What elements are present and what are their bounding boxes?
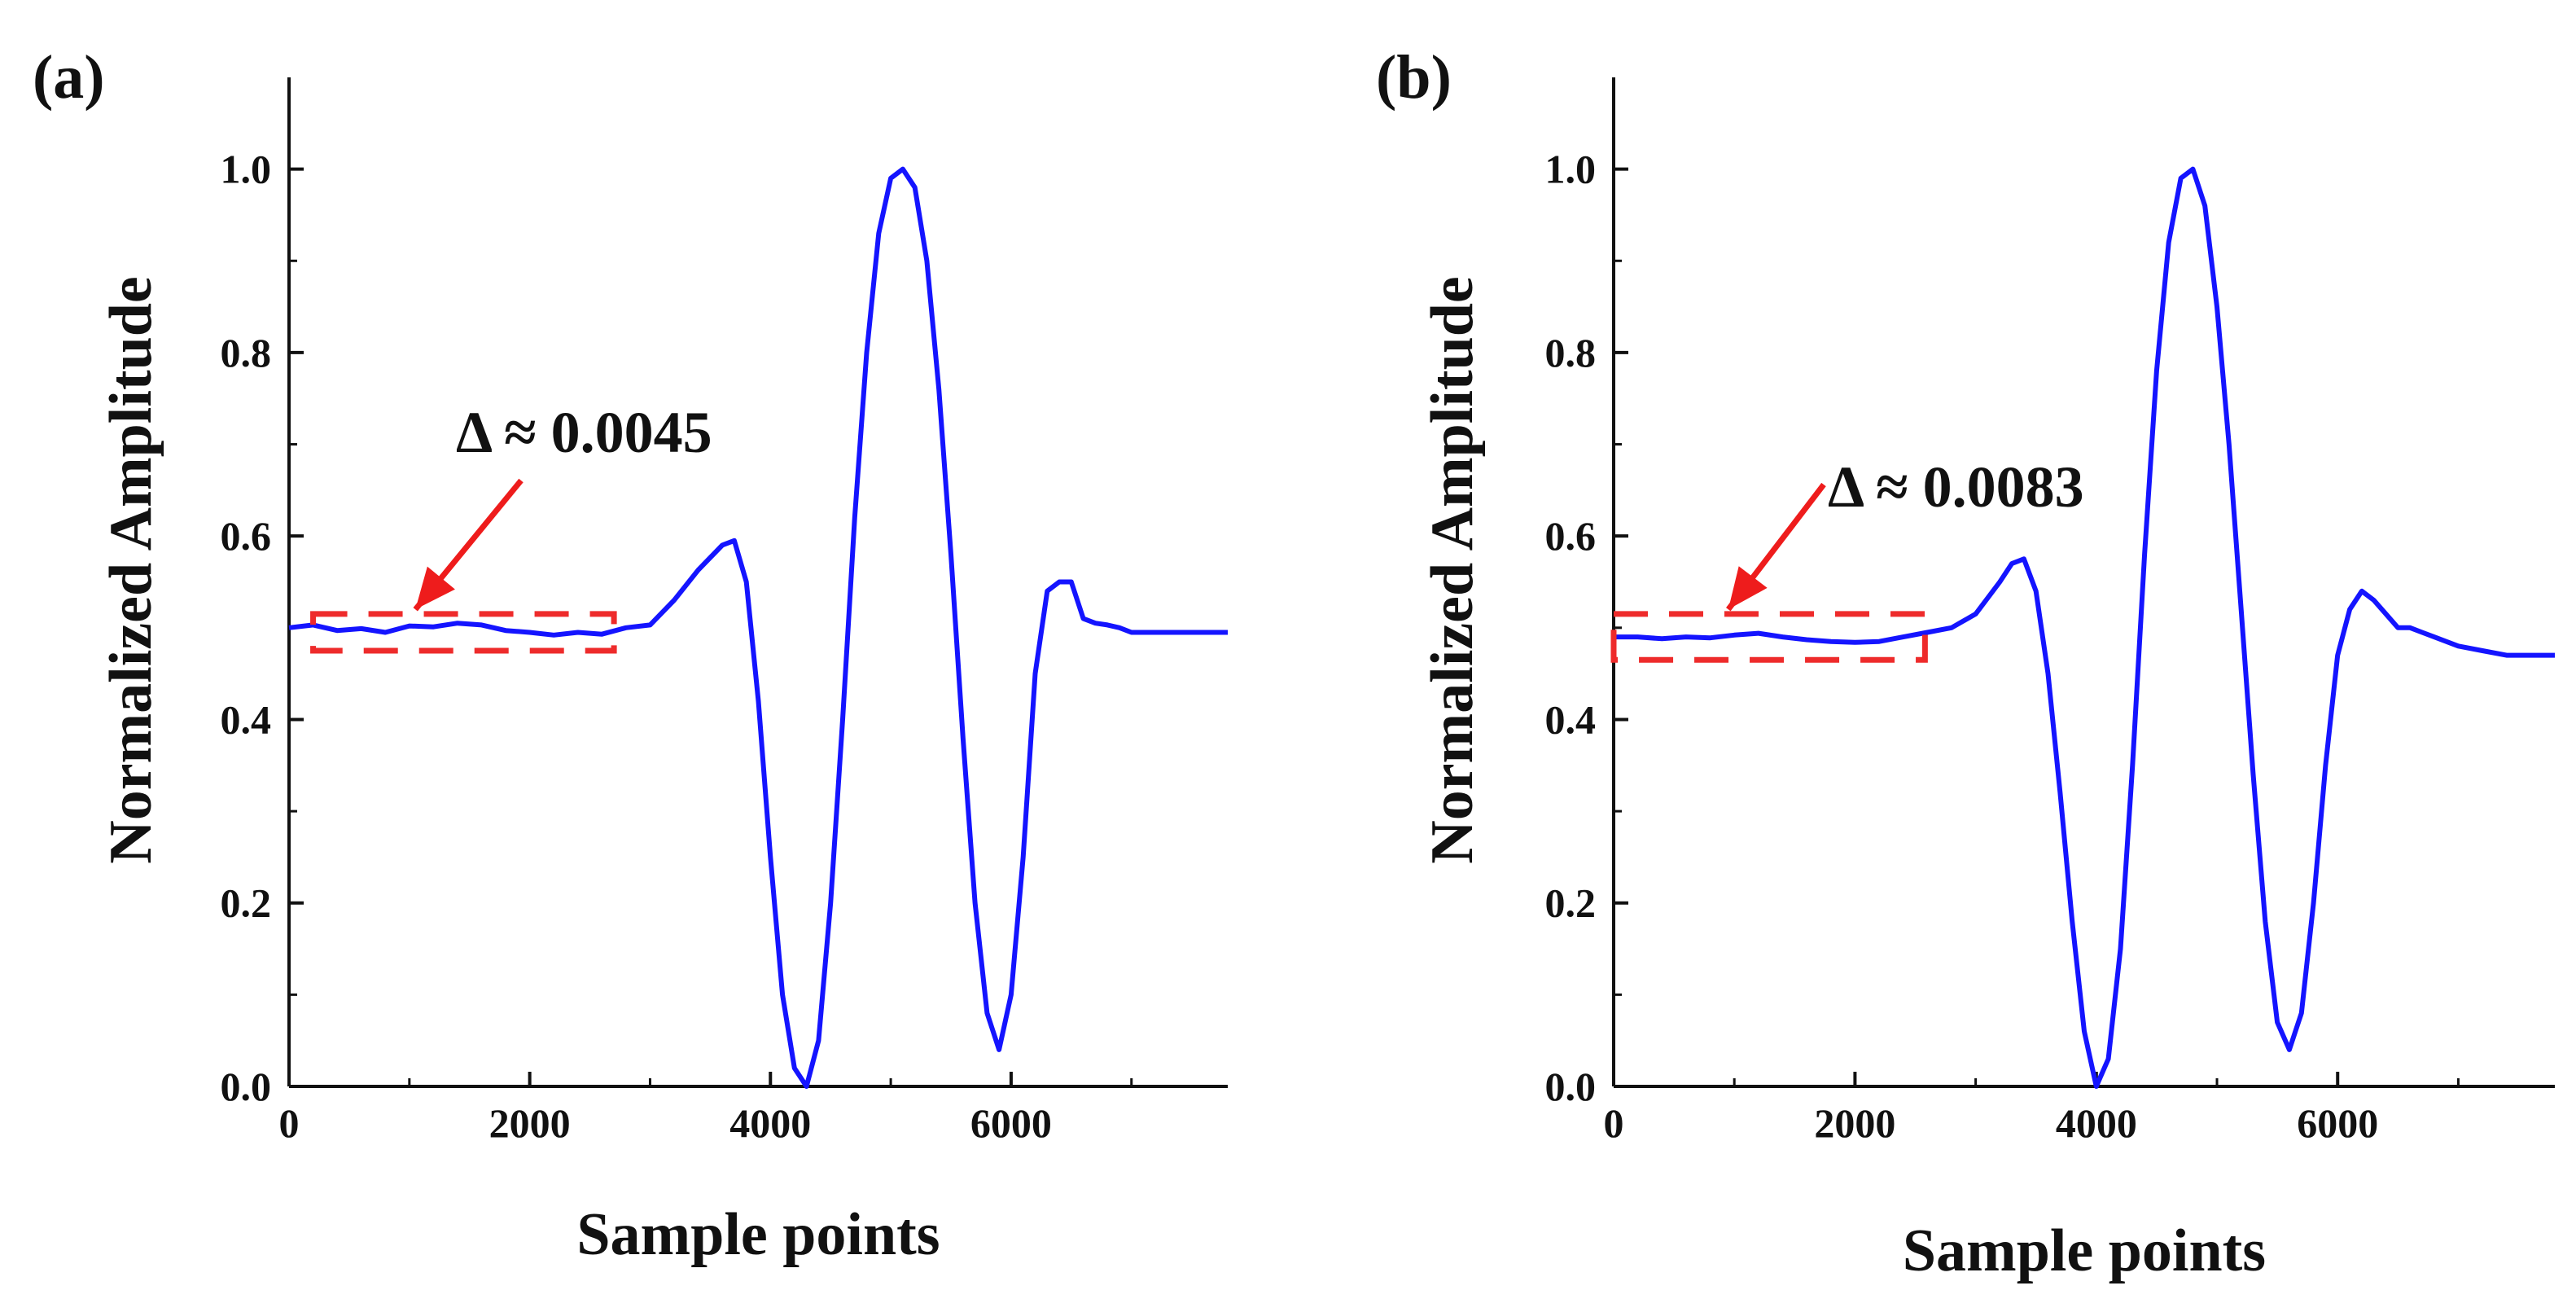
panel-b: (b) 0.0 0.2 0.4 0.6 0.8 1.0 0 2000 4000 6000 Sample…: [1376, 43, 2555, 1284]
y-tick-label: 0.8: [221, 330, 272, 375]
x-axis-title: Sample points: [576, 1201, 940, 1268]
x-tick-label: 6000: [970, 1100, 1052, 1146]
y-tick-label: 0.8: [1545, 330, 1597, 375]
series-line: [1614, 166, 2555, 1089]
annotation-label: Δ ≈ 0.0083: [1828, 454, 2084, 520]
annotation-arrowhead: [1728, 566, 1768, 610]
y-axis-title: Normalized Amplitude: [98, 276, 164, 863]
x-tick-label: 2000: [489, 1100, 571, 1146]
y-tick-label: 0.4: [221, 696, 272, 742]
x-tick-label: 0: [279, 1100, 300, 1146]
y-tick-label: 0.2: [221, 880, 272, 926]
y-tick-label: 0.2: [1545, 880, 1597, 926]
x-axis-title: Sample points: [1903, 1218, 2266, 1284]
y-tick-label: 0.4: [1545, 696, 1597, 742]
panel-label: (a): [33, 43, 105, 112]
x-tick-label: 6000: [2297, 1100, 2378, 1146]
annotation-arrowhead: [415, 566, 455, 610]
y-tick-label: 0.0: [221, 1064, 272, 1109]
panel-label: (b): [1376, 43, 1452, 112]
x-tick-label: 2000: [1814, 1100, 1895, 1146]
annotation-dashed-box: [1610, 611, 1928, 663]
annotation-label: Δ ≈ 0.0045: [456, 400, 712, 465]
x-tick-label: 4000: [2056, 1100, 2137, 1146]
y-tick-label: 1.0: [221, 147, 272, 192]
panel-a: (a) 0.0 0.2 0.4 0.6 0.8 1.0 0 2000 4000 6000 Sample…: [33, 43, 1228, 1268]
y-tick-label: 0.6: [221, 513, 272, 559]
y-tick-label: 0.0: [1545, 1064, 1597, 1109]
y-tick-label: 1.0: [1545, 147, 1597, 192]
series-line: [288, 166, 1228, 1089]
x-tick-label: 0: [1604, 1100, 1624, 1146]
y-axis-title: Normalized Amplitude: [1419, 276, 1486, 863]
x-tick-label: 4000: [729, 1100, 811, 1146]
y-tick-label: 0.6: [1545, 513, 1597, 559]
